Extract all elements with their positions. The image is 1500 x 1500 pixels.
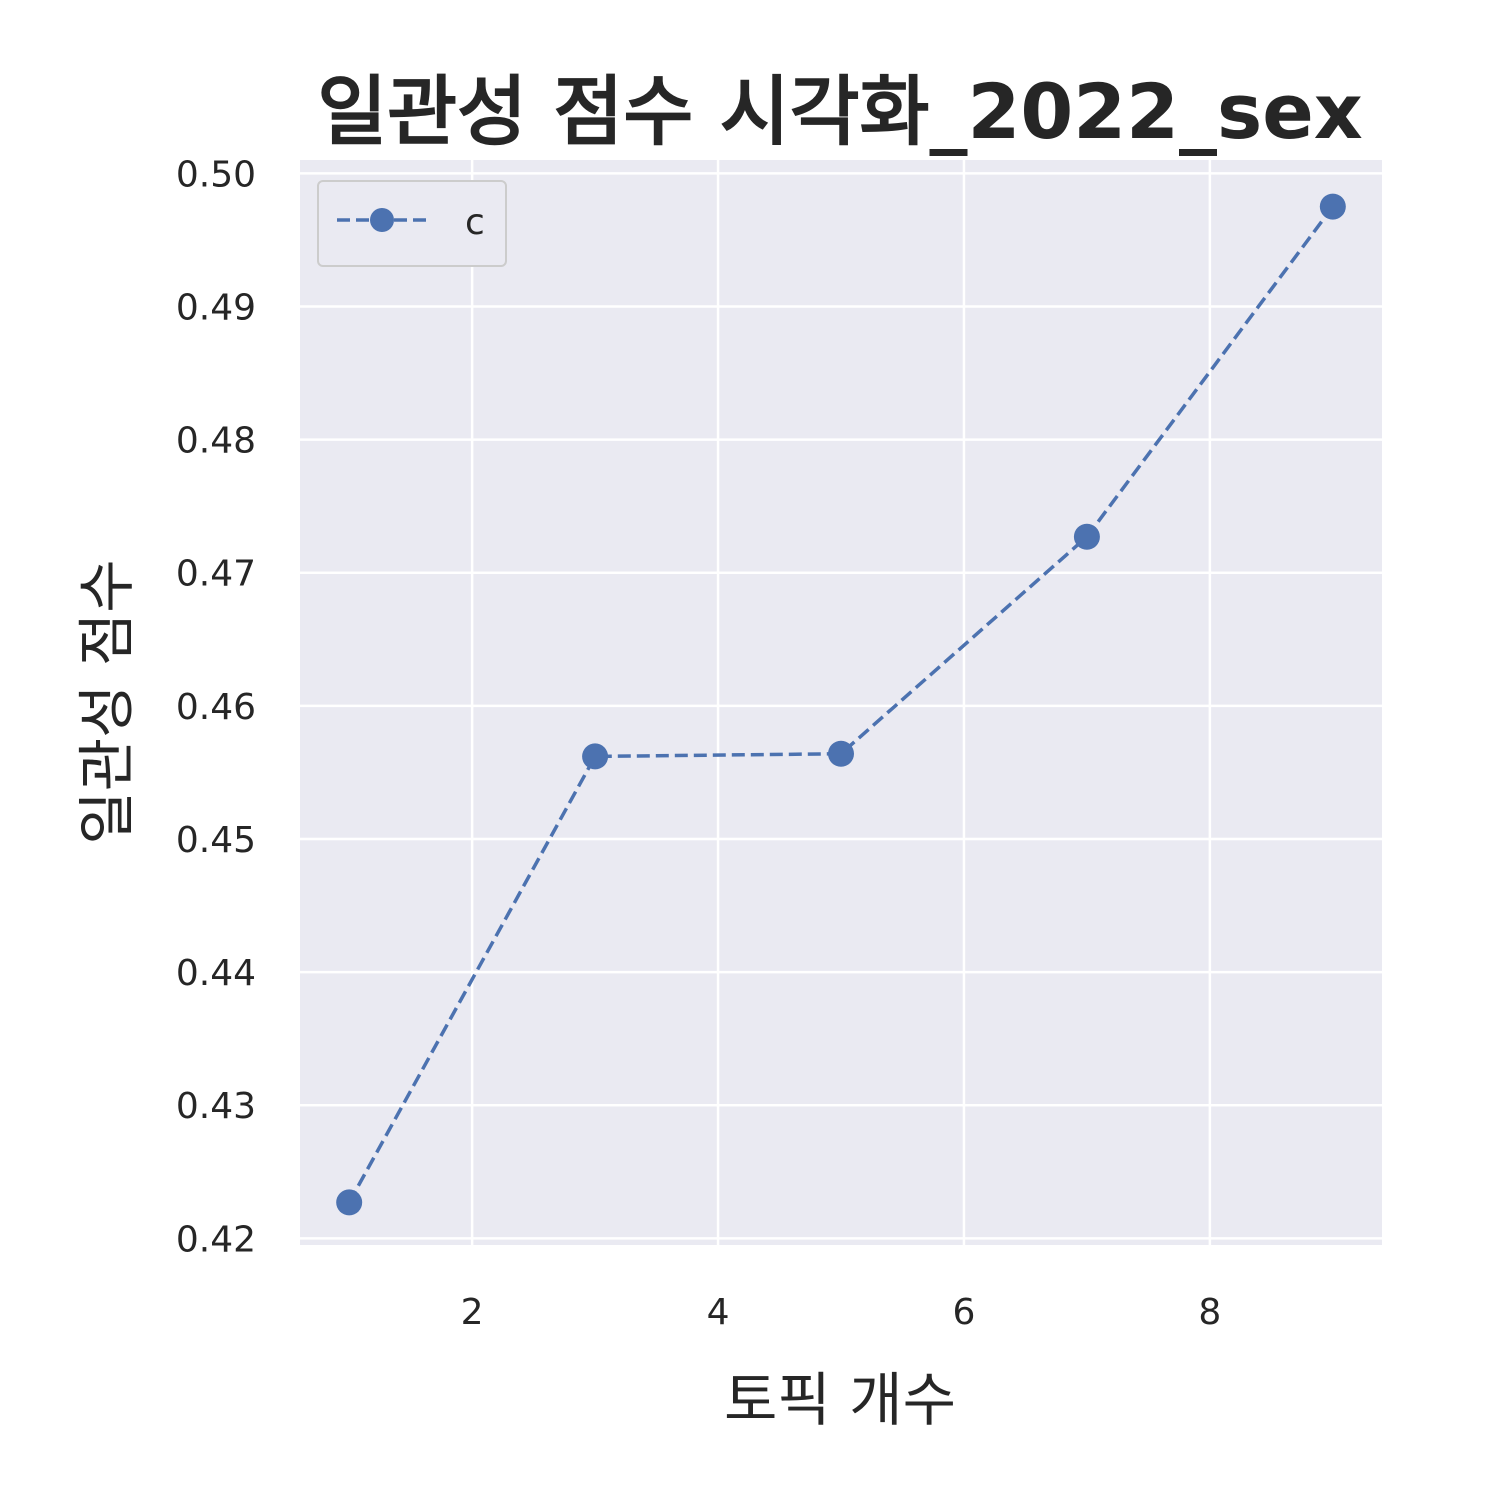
x-tick-label: 8	[1198, 1292, 1221, 1333]
y-tick-label: 0.49	[176, 287, 256, 328]
data-point	[582, 743, 609, 770]
data-point	[336, 1189, 363, 1216]
y-tick-label: 0.42	[176, 1219, 256, 1260]
legend-marker	[370, 208, 394, 232]
y-tick-label: 0.47	[176, 554, 256, 595]
data-point	[1319, 193, 1346, 220]
x-tick-labels: 2 4 6 8	[461, 1292, 1222, 1333]
y-tick-label: 0.50	[176, 154, 256, 195]
x-tick-label: 6	[953, 1292, 976, 1333]
x-tick-label: 2	[461, 1292, 484, 1333]
y-axis-label: 일관성 점수	[73, 559, 141, 844]
chart-title: 일관성 점수 시각화_2022_sex	[317, 67, 1363, 156]
series-line	[347, 205, 1335, 1204]
legend: c	[317, 180, 507, 267]
y-tick-label: 0.44	[176, 953, 256, 994]
legend-box	[317, 180, 507, 267]
data-series	[336, 193, 1346, 1216]
x-tick-label: 4	[707, 1292, 730, 1333]
y-tick-label: 0.43	[176, 1086, 256, 1127]
data-point	[1073, 523, 1100, 550]
grid-lines	[300, 160, 1382, 1245]
legend-label: c	[465, 202, 485, 243]
x-axis-label: 토픽 개수	[724, 1366, 956, 1434]
y-tick-label: 0.48	[176, 421, 256, 462]
y-tick-labels: 0.42 0.43 0.44 0.45 0.46 0.47 0.48 0.49 0.50	[176, 154, 256, 1260]
y-tick-label: 0.45	[176, 820, 256, 861]
y-tick-label: 0.46	[176, 687, 256, 728]
plot-area	[300, 160, 1382, 1245]
data-point	[828, 740, 854, 767]
